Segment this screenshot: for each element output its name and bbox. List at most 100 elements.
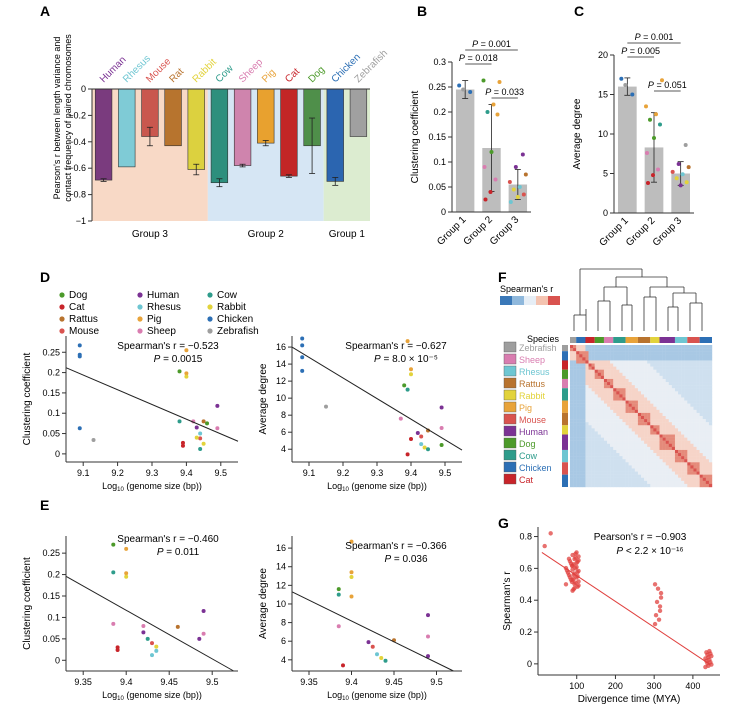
heatmap-cell bbox=[674, 459, 679, 463]
y-tick-label: −1 bbox=[76, 216, 86, 226]
heatmap-cell bbox=[576, 422, 580, 426]
heatmap-cell bbox=[588, 437, 592, 441]
x-tick-label: 9.45 bbox=[160, 677, 178, 687]
heatmap-cell bbox=[637, 385, 642, 389]
heatmap-cell bbox=[678, 397, 682, 401]
heatmap-cell bbox=[671, 449, 676, 454]
heatmap-cell bbox=[690, 382, 694, 386]
heatmap-cell bbox=[600, 425, 605, 429]
heatmap-cell bbox=[662, 453, 666, 457]
heatmap-cell bbox=[619, 412, 623, 417]
data-point bbox=[680, 172, 685, 177]
heatmap-cell bbox=[674, 375, 679, 380]
heatmap-cell bbox=[582, 394, 586, 398]
heatmap-cell bbox=[634, 363, 639, 367]
heatmap-cell bbox=[696, 416, 700, 420]
data-point bbox=[426, 654, 430, 659]
data-point bbox=[461, 87, 466, 92]
heatmap-cell bbox=[684, 465, 688, 469]
heatmap-cell bbox=[665, 406, 669, 411]
heatmap-cell bbox=[678, 437, 682, 441]
heatmap-cell bbox=[650, 453, 654, 457]
data-point bbox=[124, 571, 129, 576]
heatmap-cell bbox=[693, 483, 697, 488]
annotation-p-value: P = 0.0015 bbox=[154, 354, 203, 365]
heatmap-cell bbox=[616, 388, 620, 392]
heatmap-cell bbox=[637, 483, 642, 488]
heatmap-cell bbox=[693, 434, 697, 438]
heatmap-cell bbox=[634, 409, 639, 414]
heatmap-cell bbox=[625, 400, 629, 404]
heatmap-cell bbox=[678, 363, 682, 367]
heatmap-cell bbox=[653, 369, 657, 373]
data-point bbox=[194, 425, 199, 430]
heatmap-cell bbox=[619, 357, 623, 361]
heatmap-cell bbox=[600, 385, 605, 389]
heatmap-cell bbox=[671, 462, 676, 466]
heatmap-cell bbox=[665, 351, 669, 355]
species-color-strip bbox=[570, 337, 577, 343]
data-point bbox=[180, 443, 185, 448]
heatmap-cell bbox=[684, 459, 688, 463]
heatmap-cell bbox=[659, 351, 663, 355]
heatmap-cell bbox=[616, 348, 620, 352]
heatmap-cell bbox=[665, 388, 669, 392]
heatmap-cell bbox=[603, 403, 608, 407]
category-label: Sheep bbox=[237, 57, 266, 86]
species-label: Zebrafish bbox=[519, 343, 557, 353]
heatmap-cell bbox=[674, 440, 679, 444]
heatmap-cell bbox=[702, 419, 707, 423]
heatmap-cell bbox=[668, 459, 673, 463]
heatmap-cell bbox=[644, 385, 648, 389]
heatmap-cell bbox=[644, 422, 648, 426]
heatmap-cell bbox=[597, 406, 602, 411]
heatmap-cell bbox=[628, 403, 632, 407]
heatmap-cell bbox=[570, 412, 574, 417]
heatmap-cell bbox=[671, 471, 676, 475]
heatmap-cell bbox=[687, 440, 691, 444]
category-label: Rabbit bbox=[191, 57, 219, 85]
heatmap-cell bbox=[690, 459, 694, 463]
heatmap-cell bbox=[585, 443, 589, 448]
heatmap-cell bbox=[637, 388, 642, 392]
heatmap-cell bbox=[665, 394, 669, 398]
heatmap-cell bbox=[699, 468, 703, 472]
heatmap-cell bbox=[597, 345, 602, 349]
heatmap-cell bbox=[693, 422, 697, 426]
heatmap-cell bbox=[684, 388, 688, 392]
data-point bbox=[439, 442, 444, 447]
y-tick-label: 0.05 bbox=[428, 182, 446, 192]
heatmap-cell bbox=[693, 409, 697, 414]
heatmap-cell bbox=[616, 419, 620, 423]
heatmap-cell bbox=[708, 391, 713, 395]
heatmap-cell bbox=[699, 382, 703, 386]
species-label: Rabbit bbox=[519, 391, 546, 401]
heatmap-cell bbox=[684, 369, 688, 373]
heatmap-cell bbox=[671, 406, 676, 411]
heatmap-cell bbox=[594, 449, 598, 454]
heatmap-cell bbox=[594, 483, 598, 488]
heatmap-cell bbox=[656, 345, 660, 349]
legend-marker bbox=[207, 328, 213, 334]
data-point bbox=[201, 441, 206, 446]
data-point bbox=[574, 564, 579, 570]
heatmap-cell bbox=[588, 406, 592, 411]
heatmap-cell bbox=[594, 351, 598, 355]
heatmap-cell bbox=[585, 366, 589, 370]
heatmap-cell bbox=[696, 440, 700, 444]
x-tick-label: 9.5 bbox=[206, 677, 219, 687]
heatmap-cell bbox=[641, 428, 645, 432]
heatmap-cell bbox=[687, 425, 691, 429]
x-tick-label: 200 bbox=[608, 681, 623, 691]
heatmap-cell bbox=[600, 440, 605, 444]
heatmap-cell bbox=[659, 456, 663, 460]
heatmap-cell bbox=[625, 431, 629, 435]
heatmap-cell bbox=[671, 397, 676, 401]
heatmap-cell bbox=[591, 366, 595, 370]
heatmap-cell bbox=[659, 412, 663, 417]
heatmap-cell bbox=[570, 354, 574, 358]
heatmap-cell bbox=[702, 471, 707, 475]
heatmap-cell bbox=[610, 437, 614, 441]
heatmap-cell bbox=[647, 422, 651, 426]
